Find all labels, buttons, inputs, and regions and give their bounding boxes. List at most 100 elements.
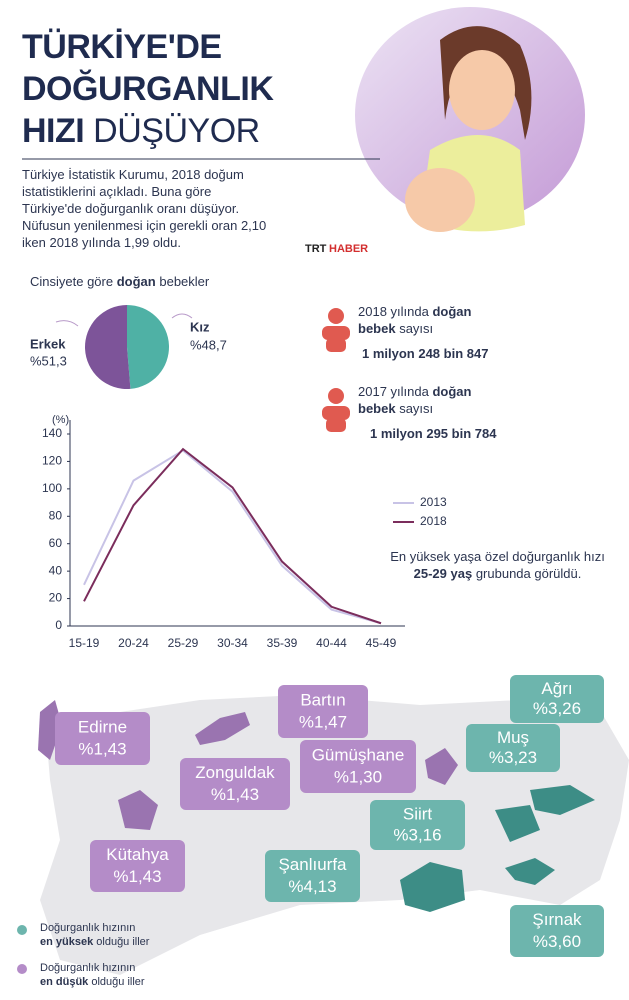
text: 2018 yılında: [358, 304, 429, 319]
pie-slice: [85, 305, 131, 389]
province: [495, 805, 540, 842]
arrow: [55, 320, 79, 327]
province-name: Bartın: [300, 690, 345, 709]
province-value: %4,13: [288, 877, 336, 896]
province-value: %1,30: [334, 768, 382, 787]
x-tick-label: 25-29: [168, 636, 199, 650]
text: en düşük: [40, 976, 89, 988]
province: [118, 790, 158, 830]
legend-text: Doğurganlık hızının en yüksek olduğu ille…: [40, 921, 149, 949]
text: doğan: [432, 384, 472, 399]
birth-count: 1 milyon 295 bin 784: [370, 426, 497, 441]
y-tick-label: 120: [42, 454, 62, 468]
province-box: [278, 685, 368, 738]
province-name: Gümüşhane: [312, 745, 405, 764]
birth-label: 2017 yılında doğan bebek sayısı: [358, 383, 471, 417]
pie-label: Erkek: [30, 336, 66, 351]
province-name: Şanlıurfa: [278, 855, 347, 874]
province-name: Kütahya: [106, 845, 169, 864]
text: En yüksek yaşa özel doğurganlık hızı: [390, 549, 605, 564]
logo-haber: HABER: [329, 243, 368, 255]
birth-count: 1 milyon 248 bin 847: [362, 346, 489, 361]
title-line: DOĞURGANLIK: [22, 70, 274, 108]
birth-label: 2018 yılında doğan bebek sayısı: [358, 303, 471, 337]
province-name: Edirne: [78, 717, 127, 736]
province-name: Şırnak: [532, 910, 582, 929]
title: TÜRKİYE'DE DOĞURGANLIK HIZI DÜŞÜYOR: [22, 26, 274, 152]
face: [449, 50, 515, 130]
pie-value: %51,3: [30, 353, 67, 368]
text: grubunda görüldü.: [475, 566, 582, 581]
text: Cinsiyete göre: [30, 274, 114, 289]
y-tick-label: 100: [42, 481, 62, 495]
province-box: [265, 850, 360, 902]
legend-text: Doğurganlık hızının en düşük olduğu iller: [40, 961, 145, 989]
x-tick-label: 35-39: [267, 636, 298, 650]
title-line: DÜŞÜYOR: [93, 112, 260, 150]
text: 2017 yılında: [358, 384, 429, 399]
province-name: Muş: [497, 728, 529, 747]
province-box: [180, 758, 290, 810]
intro: Türkiye İstatistik Kurumu, 2018 doğum is…: [22, 167, 267, 250]
province-box: [510, 905, 604, 957]
baby-icon: [322, 308, 350, 352]
text: Doğurganlık hızının: [40, 962, 136, 974]
text: sayısı: [399, 321, 434, 336]
province-box: [466, 724, 560, 772]
baby-icon: [322, 388, 350, 432]
belly: [405, 168, 475, 232]
y-tick-label: 0: [55, 618, 62, 632]
province: [425, 748, 458, 785]
province: [400, 862, 465, 912]
province: [195, 712, 250, 745]
note: En yüksek yaşa özel doğurganlık hızı 25-…: [390, 548, 605, 582]
text: Doğurganlık hızının: [40, 922, 136, 934]
text: olduğu iller: [96, 936, 150, 948]
pie-title: Cinsiyete göre doğan bebekler: [30, 273, 209, 290]
province-name: Zonguldak: [195, 763, 275, 782]
legend-label: 2018: [420, 514, 447, 528]
province-value: %1,47: [299, 713, 347, 732]
title-line: HIZI: [22, 112, 85, 150]
line-series: [83, 449, 382, 625]
province-value: %3,23: [489, 748, 537, 767]
text: en yüksek: [40, 936, 94, 948]
province-value: %1,43: [78, 740, 126, 759]
text: bebek: [358, 321, 396, 336]
province-name: Siirt: [403, 804, 433, 823]
logo-trt: TRT: [305, 243, 327, 255]
province-value: %3,60: [533, 932, 581, 951]
y-tick-label: 140: [42, 426, 62, 440]
pie-label: Kız: [190, 319, 210, 334]
province: [505, 858, 555, 885]
y-tick-label: 60: [49, 536, 63, 550]
pie-slice: [127, 305, 170, 389]
x-tick-label: 30-34: [217, 636, 248, 650]
y-tick-label: 20: [49, 591, 63, 605]
x-tick-label: 40-44: [316, 636, 347, 650]
text: bebek: [358, 401, 396, 416]
province-box: [510, 675, 604, 723]
province-value: %3,26: [533, 699, 581, 718]
text: olduğu iller: [91, 976, 145, 988]
province-box: [55, 712, 150, 765]
arrow: [171, 313, 193, 319]
text: doğan: [116, 274, 156, 289]
legend-dot: [17, 964, 27, 974]
province-value: %1,43: [113, 867, 161, 886]
text: doğan: [432, 304, 472, 319]
province-box: [370, 800, 465, 850]
y-tick-label: 80: [49, 508, 63, 522]
text: bebekler: [159, 274, 210, 289]
title-line: TÜRKİYE'DE: [22, 28, 222, 66]
province-value: %1,43: [211, 785, 259, 804]
text: sayısı: [399, 401, 434, 416]
province-box: [90, 840, 185, 892]
legend-dot: [17, 925, 27, 935]
text: 25-29 yaş: [413, 566, 473, 581]
y-tick-label: 40: [49, 563, 63, 577]
x-tick-label: 20-24: [118, 636, 149, 650]
x-tick-label: 45-49: [366, 636, 397, 650]
